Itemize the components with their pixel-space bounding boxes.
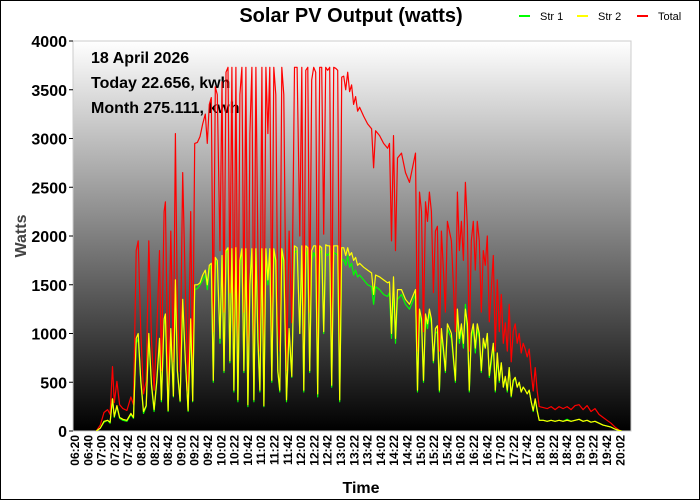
x-tick-label: 17:02 <box>494 435 508 466</box>
x-tick-label: 18:22 <box>547 435 561 466</box>
x-tick-label: 09:42 <box>201 435 215 466</box>
series-line-total <box>95 66 622 431</box>
x-tick-label: 12:42 <box>321 435 335 466</box>
x-tick-label: 14:22 <box>387 435 401 466</box>
x-tick-label: 13:42 <box>361 435 375 466</box>
x-tick-label: 14:02 <box>374 435 388 466</box>
x-axis: 06:20 06:40 07:00 07:22 07:42 08:02 08:22 08:42… <box>68 435 627 466</box>
x-tick-label: 08:02 <box>135 435 149 466</box>
today-energy-annotation: Today 22.656, kwh <box>91 75 230 92</box>
x-tick-label: 16:42 <box>480 435 494 466</box>
y-tick-label: 2000 <box>31 229 67 246</box>
x-tick-label: 15:02 <box>414 435 428 466</box>
chart-title: Solar PV Output (watts) <box>239 5 462 27</box>
legend-label: Total <box>658 11 681 23</box>
x-tick-label: 11:42 <box>281 435 295 465</box>
y-tick-label: 500 <box>40 375 67 392</box>
x-tick-label: 09:22 <box>188 435 202 466</box>
y-tick-label: 1500 <box>31 278 67 295</box>
x-tick-label: 12:02 <box>294 435 308 466</box>
legend-label: Str 2 <box>598 11 621 23</box>
x-tick-label: 06:20 <box>68 435 82 466</box>
x-tick-label: 08:22 <box>148 435 162 466</box>
x-tick-label: 17:42 <box>520 435 534 466</box>
x-tick-label: 10:22 <box>228 435 242 466</box>
month-energy-annotation: Month 275.111, kwh <box>91 100 240 117</box>
x-tick-label: 06:40 <box>81 435 95 466</box>
x-tick-label: 18:02 <box>534 435 548 466</box>
x-tick-label: 07:42 <box>121 435 135 466</box>
x-tick-label: 13:22 <box>347 435 361 466</box>
legend-label: Str 1 <box>540 11 563 23</box>
y-tick-label: 3000 <box>31 132 67 149</box>
x-tick-label: 09:02 <box>174 435 188 466</box>
x-tick-label: 17:22 <box>507 435 521 466</box>
x-tick-label: 07:22 <box>108 435 122 466</box>
x-tick-label: 08:42 <box>161 435 175 466</box>
y-tick-label: 4000 <box>31 34 67 51</box>
y-tick-label: 3500 <box>31 83 67 100</box>
x-tick-label: 16:22 <box>467 435 481 466</box>
x-tick-label: 16:02 <box>454 435 468 466</box>
x-tick-label: 11:02 <box>254 435 268 465</box>
x-tick-label: 13:02 <box>334 435 348 466</box>
y-tick-label: 2500 <box>31 180 67 197</box>
series-line-str-2 <box>95 244 622 431</box>
y-tick-label: 0 <box>58 424 67 441</box>
x-tick-label: 15:42 <box>440 435 454 466</box>
x-tick-label: 10:42 <box>241 435 255 466</box>
x-tick-label: 12:22 <box>307 435 321 466</box>
x-tick-label: 19:42 <box>600 435 614 466</box>
x-tick-label: 15:22 <box>427 435 441 466</box>
x-tick-label: 11:22 <box>268 435 282 465</box>
series-lines <box>95 66 622 431</box>
x-tick-label: 20:02 <box>613 435 627 466</box>
date-annotation: 18 April 2026 <box>91 50 189 67</box>
x-tick-label: 19:02 <box>573 435 587 466</box>
y-tick-label: 1000 <box>31 327 67 344</box>
x-axis-label: Time <box>342 480 379 497</box>
legend: Str 1 Str 2 Total <box>519 11 681 23</box>
y-axis: 0 500 1000 1500 2000 2500 3000 3500 4000 <box>31 34 73 441</box>
x-tick-label: 10:02 <box>214 435 228 466</box>
x-tick-label: 19:22 <box>587 435 601 466</box>
x-tick-label: 18:42 <box>560 435 574 466</box>
x-tick-label: 07:00 <box>95 435 109 466</box>
x-tick-label: 14:42 <box>401 435 415 466</box>
y-axis-label: Watts <box>13 214 30 257</box>
